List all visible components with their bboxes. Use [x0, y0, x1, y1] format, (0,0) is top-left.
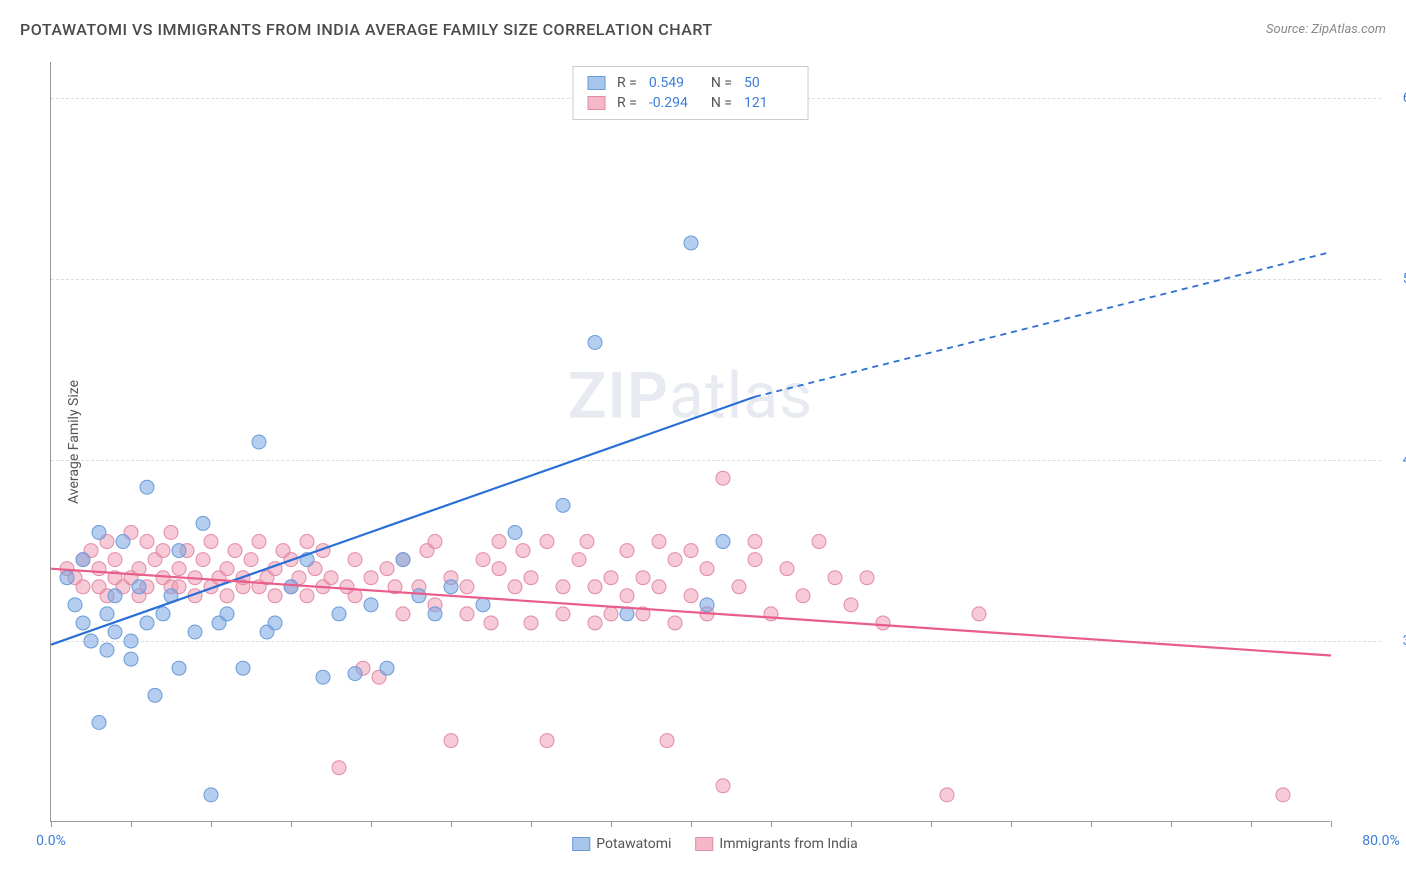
x-tick [1091, 821, 1092, 827]
x-tick [771, 821, 772, 827]
plot-svg [51, 62, 1330, 821]
x-tick [851, 821, 852, 827]
x-tick [51, 821, 52, 827]
x-tick [531, 821, 532, 827]
x-tick [1331, 821, 1332, 827]
chart-title: POTAWATOMI VS IMMIGRANTS FROM INDIA AVER… [20, 20, 713, 39]
y-tick-label: 5.00 [1385, 271, 1406, 287]
x-tick [371, 821, 372, 827]
stats-legend-box: R = 0.549 N = 50 R = -0.294 N = 121 [572, 66, 809, 120]
x-tick [291, 821, 292, 827]
bottom-legend: Potawatomi Immigrants from India [572, 836, 858, 852]
legend-item-blue: Potawatomi [572, 836, 671, 852]
stats-row-pink: R = -0.294 N = 121 [587, 93, 794, 113]
x-tick-label-right: 80.0% [1362, 833, 1400, 849]
x-tick [1011, 821, 1012, 827]
swatch-blue [587, 76, 605, 90]
stats-row-blue: R = 0.549 N = 50 [587, 73, 794, 93]
r-value-blue: 0.549 [649, 75, 699, 91]
x-tick [611, 821, 612, 827]
y-tick-label: 3.00 [1385, 633, 1406, 649]
plot-region: ZIPatlas R = 0.549 N = 50 R = -0.294 N =… [50, 62, 1330, 822]
chart-area: Average Family Size ZIPatlas R = 0.549 N… [50, 62, 1380, 822]
n-value-pink: 121 [744, 95, 794, 111]
x-tick [451, 821, 452, 827]
x-tick [211, 821, 212, 827]
y-tick-label: 6.00 [1385, 90, 1406, 106]
x-tick [1171, 821, 1172, 827]
legend-swatch-blue [572, 837, 590, 851]
x-tick [931, 821, 932, 827]
legend-swatch-pink [695, 837, 713, 851]
x-tick [691, 821, 692, 827]
swatch-pink [587, 96, 605, 110]
r-value-pink: -0.294 [649, 95, 699, 111]
x-tick [1251, 821, 1252, 827]
x-tick-label-left: 0.0% [36, 833, 66, 849]
source-label: Source: ZipAtlas.com [1266, 22, 1386, 37]
x-tick [131, 821, 132, 827]
legend-item-pink: Immigrants from India [695, 836, 857, 852]
legend-label-pink: Immigrants from India [719, 836, 857, 852]
y-tick-label: 4.00 [1385, 452, 1406, 468]
legend-label-blue: Potawatomi [596, 836, 671, 852]
n-value-blue: 50 [744, 75, 794, 91]
